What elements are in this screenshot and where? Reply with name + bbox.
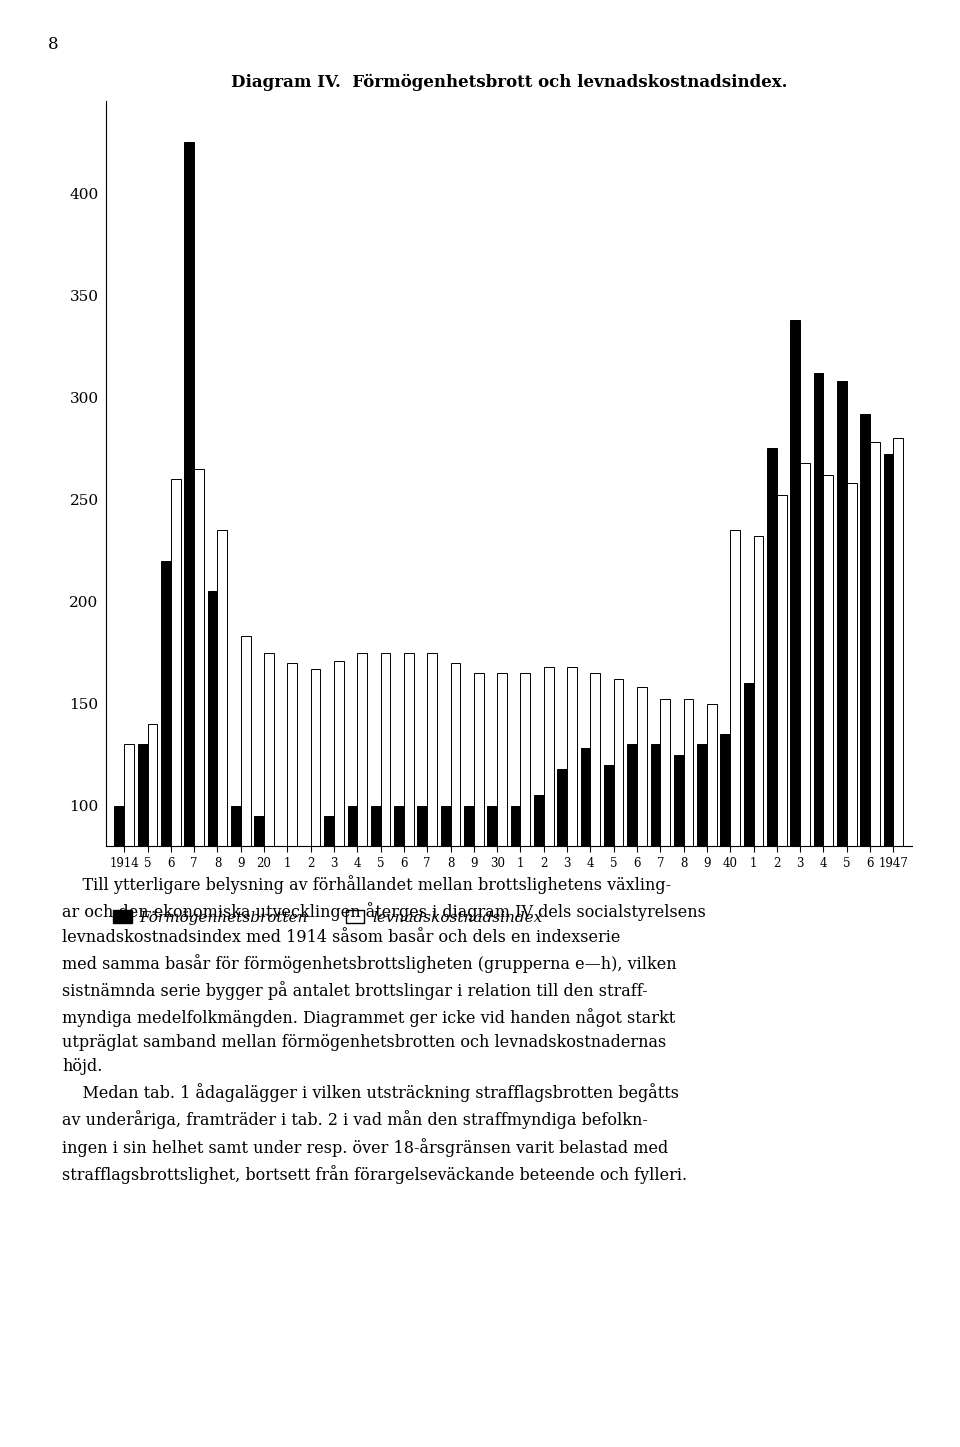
Bar (824, 475, 833, 1010)
Bar (450, 663, 461, 1010)
Bar (184, 142, 194, 1010)
Bar (660, 699, 670, 1010)
Bar (707, 703, 717, 1010)
Bar (474, 673, 484, 1010)
Bar (231, 806, 241, 1010)
Bar (674, 755, 684, 1010)
Bar (464, 806, 474, 1010)
Bar (241, 637, 251, 1010)
Bar (684, 699, 693, 1010)
Bar (883, 454, 894, 1010)
Bar (427, 653, 437, 1010)
Bar (138, 744, 148, 1010)
Bar (520, 673, 530, 1010)
Bar (171, 479, 180, 1010)
Bar (731, 530, 740, 1010)
Bar (488, 806, 497, 1010)
Bar (800, 463, 810, 1010)
Bar (870, 443, 879, 1010)
Bar (254, 816, 264, 1010)
Text: Till ytterligare belysning av förhållandet mellan brottslighetens växling-
ar oc: Till ytterligare belysning av förhålland… (62, 875, 707, 1184)
Bar (894, 438, 903, 1010)
Bar (194, 469, 204, 1010)
Bar (744, 683, 754, 1010)
Bar (357, 653, 367, 1010)
Bar (814, 373, 824, 1010)
Bar (404, 653, 414, 1010)
Bar (543, 667, 554, 1010)
Bar (627, 744, 637, 1010)
Bar (860, 414, 870, 1010)
Bar (511, 806, 520, 1010)
Bar (371, 806, 380, 1010)
Bar (847, 483, 856, 1010)
Title: Diagram IV.  Förmögenhetsbrott och levnadskostnadsindex.: Diagram IV. Förmögenhetsbrott och levnad… (230, 74, 787, 91)
Bar (161, 560, 171, 1010)
Bar (114, 806, 124, 1010)
Bar (534, 796, 543, 1010)
Bar (124, 744, 134, 1010)
Bar (277, 846, 287, 1010)
Bar (207, 592, 218, 1010)
Bar (334, 661, 344, 1010)
Bar (348, 806, 357, 1010)
Bar (441, 806, 450, 1010)
Bar (380, 653, 391, 1010)
Text: 8: 8 (48, 36, 59, 54)
Bar (418, 806, 427, 1010)
Bar (777, 495, 786, 1010)
Bar (767, 449, 777, 1010)
Legend: Förmögenhetsbrotten, levnadskostnadsindex: Förmögenhetsbrotten, levnadskostnadsinde… (113, 910, 542, 925)
Bar (651, 744, 660, 1010)
Bar (567, 667, 577, 1010)
Bar (497, 673, 507, 1010)
Bar (324, 816, 334, 1010)
Bar (637, 687, 647, 1010)
Bar (604, 765, 613, 1010)
Bar (148, 724, 157, 1010)
Bar (300, 846, 311, 1010)
Bar (754, 537, 763, 1010)
Bar (311, 669, 321, 1010)
Bar (264, 653, 274, 1010)
Bar (613, 679, 623, 1010)
Bar (218, 530, 228, 1010)
Bar (697, 744, 707, 1010)
Bar (395, 806, 404, 1010)
Bar (590, 673, 600, 1010)
Bar (581, 748, 590, 1010)
Bar (557, 768, 567, 1010)
Bar (720, 734, 731, 1010)
Bar (790, 320, 800, 1010)
Bar (287, 663, 298, 1010)
Bar (837, 381, 847, 1010)
